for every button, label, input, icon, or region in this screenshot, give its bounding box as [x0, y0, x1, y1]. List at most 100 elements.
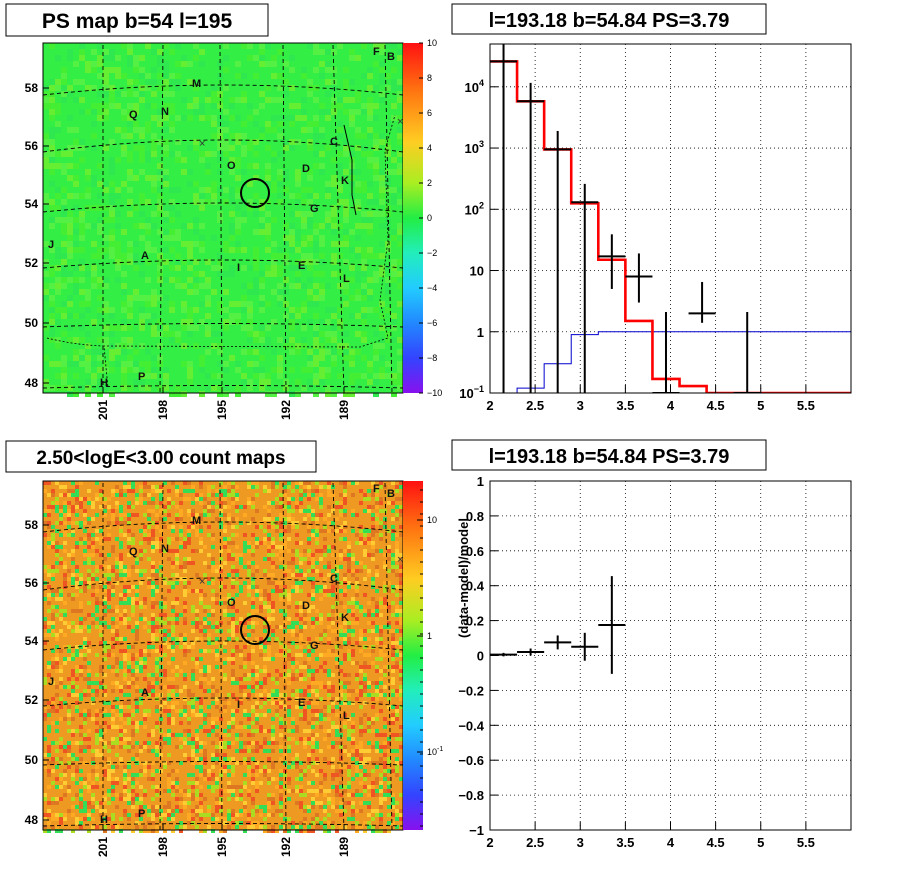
- map-pixel: [247, 685, 251, 689]
- map-pixel: [179, 529, 183, 533]
- map-pixel: [323, 685, 327, 689]
- map-pixel: [363, 509, 367, 513]
- map-pixel: [235, 229, 241, 235]
- map-pixel: [313, 121, 319, 127]
- map-pixel: [87, 641, 91, 645]
- map-pixel: [143, 709, 147, 713]
- map-pixel: [55, 777, 59, 781]
- map-pixel: [299, 557, 303, 561]
- map-pixel: [367, 553, 371, 557]
- map-pixel: [175, 685, 179, 689]
- map-pixel: [91, 701, 95, 705]
- map-pixel: [59, 509, 63, 513]
- map-pixel: [171, 529, 175, 533]
- map-pixel: [91, 797, 95, 801]
- map-pixel: [311, 569, 315, 573]
- map-pixel: [127, 133, 133, 139]
- map-pixel: [295, 485, 299, 489]
- map-pixel: [215, 797, 219, 801]
- map-pixel: [395, 693, 399, 697]
- map-pixel: [375, 637, 379, 641]
- map-pixel: [325, 211, 331, 217]
- map-pixel: [109, 349, 115, 355]
- map-pixel: [253, 151, 259, 157]
- map-pixel: [291, 673, 295, 677]
- map-pixel: [191, 657, 195, 661]
- map-pixel: [397, 367, 403, 373]
- map-pixel: [215, 649, 219, 653]
- map-pixel: [47, 593, 51, 597]
- map-pixel: [319, 557, 323, 561]
- map-pixel: [215, 745, 219, 749]
- map-pixel: [171, 565, 175, 569]
- map-pixel: [295, 169, 301, 175]
- map-pixel: [307, 79, 313, 85]
- map-pixel: [339, 633, 343, 637]
- map-pixel: [147, 641, 151, 645]
- map-x-tick-label: 198: [156, 400, 170, 420]
- map-pixel: [79, 625, 83, 629]
- map-pixel: [63, 509, 67, 513]
- map-pixel: [171, 561, 175, 565]
- map-pixel: [287, 525, 291, 529]
- map-pixel: [339, 601, 343, 605]
- map-pixel: [191, 621, 195, 625]
- map-pixel: [375, 513, 379, 517]
- map-pixel: [363, 761, 367, 765]
- map-pixel: [79, 247, 85, 253]
- map-pixel: [295, 777, 299, 781]
- map-pixel: [241, 301, 247, 307]
- map-pixel: [47, 521, 51, 525]
- map-pixel: [109, 157, 115, 163]
- map-pixel: [307, 561, 311, 565]
- map-pixel: [223, 151, 229, 157]
- map-pixel: [287, 505, 291, 509]
- map-pixel: [361, 181, 367, 187]
- map-pixel: [183, 649, 187, 653]
- map-pixel: [61, 163, 67, 169]
- map-pixel: [399, 481, 403, 485]
- map-pixel: [351, 621, 355, 625]
- map-pixel: [287, 789, 291, 793]
- map-pixel: [397, 223, 403, 229]
- map-pixel: [235, 133, 241, 139]
- map-pixel: [387, 549, 391, 553]
- map-pixel: [139, 211, 145, 217]
- map-pixel: [355, 533, 359, 537]
- map-pixel: [259, 307, 265, 313]
- map-pixel: [363, 493, 367, 497]
- map-pixel: [127, 79, 133, 85]
- map-pixel: [343, 785, 347, 789]
- map-pixel: [55, 501, 59, 505]
- map-pixel: [287, 589, 291, 593]
- map-pixel: [127, 657, 131, 661]
- map-pixel: [395, 573, 399, 577]
- map-pixel: [343, 629, 347, 633]
- map-pixel: [267, 553, 271, 557]
- map-pixel: [375, 693, 379, 697]
- map-pixel: [109, 325, 115, 331]
- map-pixel: [91, 689, 95, 693]
- map-pixel: [175, 517, 179, 521]
- map-pixel: [271, 633, 275, 637]
- map-pixel: [79, 621, 83, 625]
- map-pixel: [155, 637, 159, 641]
- map-pixel: [379, 193, 385, 199]
- map-pixel: [391, 721, 395, 725]
- map-pixel: [363, 685, 367, 689]
- map-pixel: [355, 385, 361, 391]
- map-pixel: [151, 589, 155, 593]
- map-pixel: [59, 669, 63, 673]
- map-pixel: [247, 313, 253, 319]
- map-pixel: [279, 645, 283, 649]
- map-pixel: [211, 641, 215, 645]
- map-pixel: [343, 681, 347, 685]
- map-pixel: [367, 253, 373, 259]
- map-pixel: [199, 769, 203, 773]
- map-pixel: [193, 97, 199, 103]
- map-pixel: [181, 97, 187, 103]
- map-pixel: [319, 289, 325, 295]
- map-pixel: [313, 391, 319, 397]
- map-pixel: [115, 103, 121, 109]
- map-pixel: [211, 729, 215, 733]
